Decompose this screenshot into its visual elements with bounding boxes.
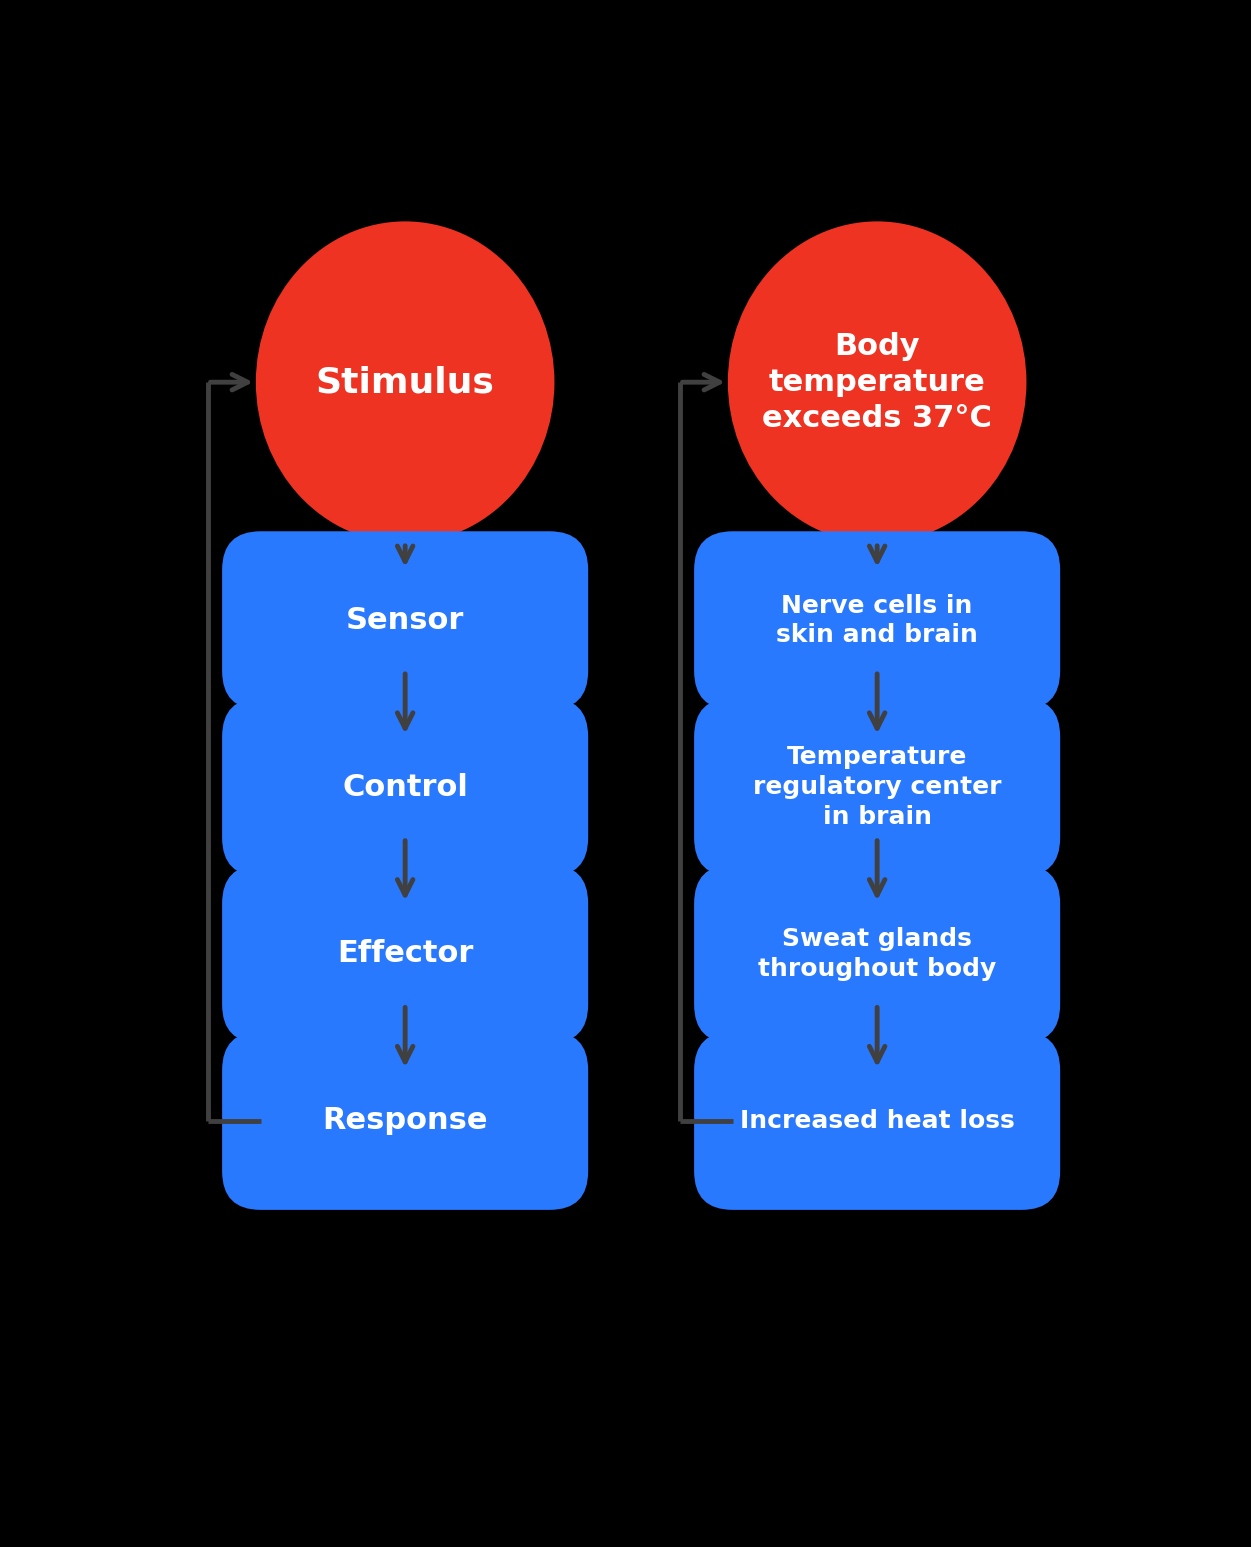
Text: Increased heat loss: Increased heat loss xyxy=(739,1109,1015,1132)
Text: Control: Control xyxy=(343,772,468,801)
FancyBboxPatch shape xyxy=(223,698,588,876)
FancyBboxPatch shape xyxy=(223,1032,588,1210)
FancyBboxPatch shape xyxy=(694,698,1060,876)
Ellipse shape xyxy=(728,221,1026,543)
Text: Response: Response xyxy=(323,1106,488,1135)
Text: Sweat glands
throughout body: Sweat glands throughout body xyxy=(758,927,996,981)
Text: Temperature
regulatory center
in brain: Temperature regulatory center in brain xyxy=(753,746,1001,829)
FancyBboxPatch shape xyxy=(223,531,588,710)
Text: Sensor: Sensor xyxy=(347,606,464,634)
FancyBboxPatch shape xyxy=(694,865,1060,1043)
Text: Stimulus: Stimulus xyxy=(315,365,494,399)
FancyBboxPatch shape xyxy=(223,865,588,1043)
Text: Effector: Effector xyxy=(337,939,473,968)
FancyBboxPatch shape xyxy=(694,531,1060,710)
FancyBboxPatch shape xyxy=(694,1032,1060,1210)
Text: Nerve cells in
skin and brain: Nerve cells in skin and brain xyxy=(776,594,978,647)
Ellipse shape xyxy=(255,221,554,543)
Text: Body
temperature
exceeds 37°C: Body temperature exceeds 37°C xyxy=(762,331,992,433)
